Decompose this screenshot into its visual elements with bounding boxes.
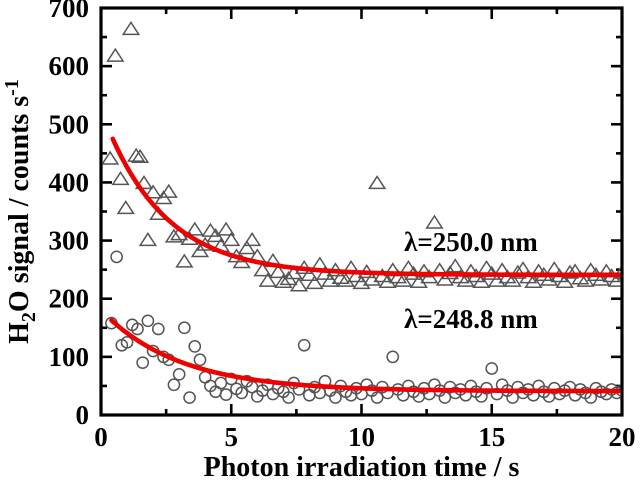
data-point-circle [297,338,311,352]
y-tick-label: 100 [49,342,90,372]
data-point-triangle [555,273,574,289]
data-point-triangle [159,183,178,198]
data-point-triangle [607,272,621,287]
data-point-triangle [394,272,413,287]
data-point-triangle [524,273,543,289]
data-point-triangle [116,200,135,215]
y-axis-title-sub: 2 [18,312,40,322]
data-point-circle [151,322,165,336]
data-point-triangle [111,171,130,186]
data-point-triangle [269,264,288,279]
data-point-circle [188,340,202,353]
data-point-circle [131,322,144,336]
data-point-circle [110,250,123,264]
x-axis-title: Photon irradiation time / s [204,452,520,483]
data-point-triangle [175,253,194,268]
data-point-triangle [222,232,241,247]
axis-ticks [99,6,624,417]
data-point-triangle [127,147,146,162]
data-point-circle [136,356,150,370]
data-point-triangle [106,47,125,62]
data-point-circle [120,335,134,349]
data-point-triangle [138,232,158,247]
y-axis-title-pre: H [4,322,35,344]
data-point-triangle [446,258,465,273]
data-point-triangle [472,273,491,289]
data-point-circle [167,378,181,392]
y-tick-labels: 0 100 200 300 400 500 600 700 [49,0,90,430]
data-point-triangle [185,221,204,236]
data-point-triangle [425,214,444,229]
series-annotation: λ=248.8 nm [404,304,538,334]
y-tick-label: 0 [76,400,90,430]
y-tick-label: 500 [49,109,90,139]
data-point-triangle [571,270,590,285]
data-point-triangle [300,266,319,282]
data-point-triangle [130,148,150,164]
x-tick-label: 0 [94,422,108,452]
x-tick-label: 20 [609,422,636,452]
data-point-triangle [143,184,163,199]
data-point-triangle [414,263,434,278]
annotations: λ=250.0 nm λ=248.8 nm [404,227,538,334]
data-point-circle [172,367,186,381]
x-tick-labels: 0 5 10 15 20 [94,422,635,452]
y-tick-label: 600 [49,51,90,81]
data-point-triangle [508,264,527,279]
x-tick-label: 15 [478,422,505,452]
data-point-circle [485,362,499,375]
fit-curve-1 [110,136,621,278]
y-axis-title-sup: -1 [1,79,23,96]
data-point-triangle [612,267,621,279]
y-axis-title-mid: O signal / counts s [4,96,35,312]
y-tick-label: 200 [49,284,90,314]
data-point-triangle [216,221,236,236]
data-point-triangle [134,175,154,190]
x-tick-label: 10 [348,422,375,452]
data-point-circle [193,353,207,367]
data-point-circle [183,391,196,404]
data-point-circle [329,391,342,404]
x-tick-label: 5 [225,422,239,452]
y-tick-label: 400 [49,167,90,197]
data-point-triangle [503,272,522,287]
data-point-circle [386,350,400,364]
data-point-circle [235,386,249,400]
data-point-circle [282,391,295,404]
data-point-triangle [420,269,439,284]
data-point-circle [141,314,155,328]
data-point-triangle [289,277,309,292]
y-tick-label: 300 [49,226,90,256]
data-point-triangle [274,273,293,289]
data-point-triangle [253,262,272,277]
fit-curve-2 [109,317,621,394]
data-point-circle [219,388,233,401]
data-point-triangle [305,275,324,290]
data-point-triangle [121,21,141,36]
data-point-triangle [368,175,387,190]
data-point-triangle [258,272,277,287]
y-tick-label: 700 [49,0,90,23]
data-point-circle [178,321,191,335]
y-axis-title: H2O signal / counts s-1 [1,79,40,344]
data-point-circle [370,391,384,404]
data-point-triangle [237,240,257,255]
data-point-triangle [102,150,120,165]
plot-frame [99,6,624,417]
series-annotation: λ=250.0 nm [404,227,538,257]
data-point-triangle [242,232,262,247]
data-point-triangle [164,228,184,243]
data-layer [102,21,621,404]
data-point-triangle [560,264,580,279]
